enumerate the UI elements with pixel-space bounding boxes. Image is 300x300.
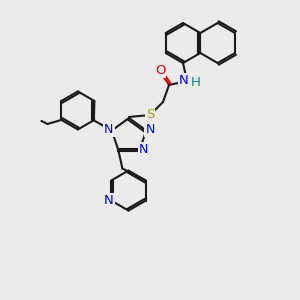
Text: O: O xyxy=(155,64,165,76)
Text: N: N xyxy=(104,123,114,136)
Text: S: S xyxy=(146,107,154,121)
Text: N: N xyxy=(104,194,114,207)
Text: N: N xyxy=(179,74,189,88)
Text: N: N xyxy=(139,143,148,156)
Text: H: H xyxy=(191,76,201,88)
Text: N: N xyxy=(146,123,155,136)
